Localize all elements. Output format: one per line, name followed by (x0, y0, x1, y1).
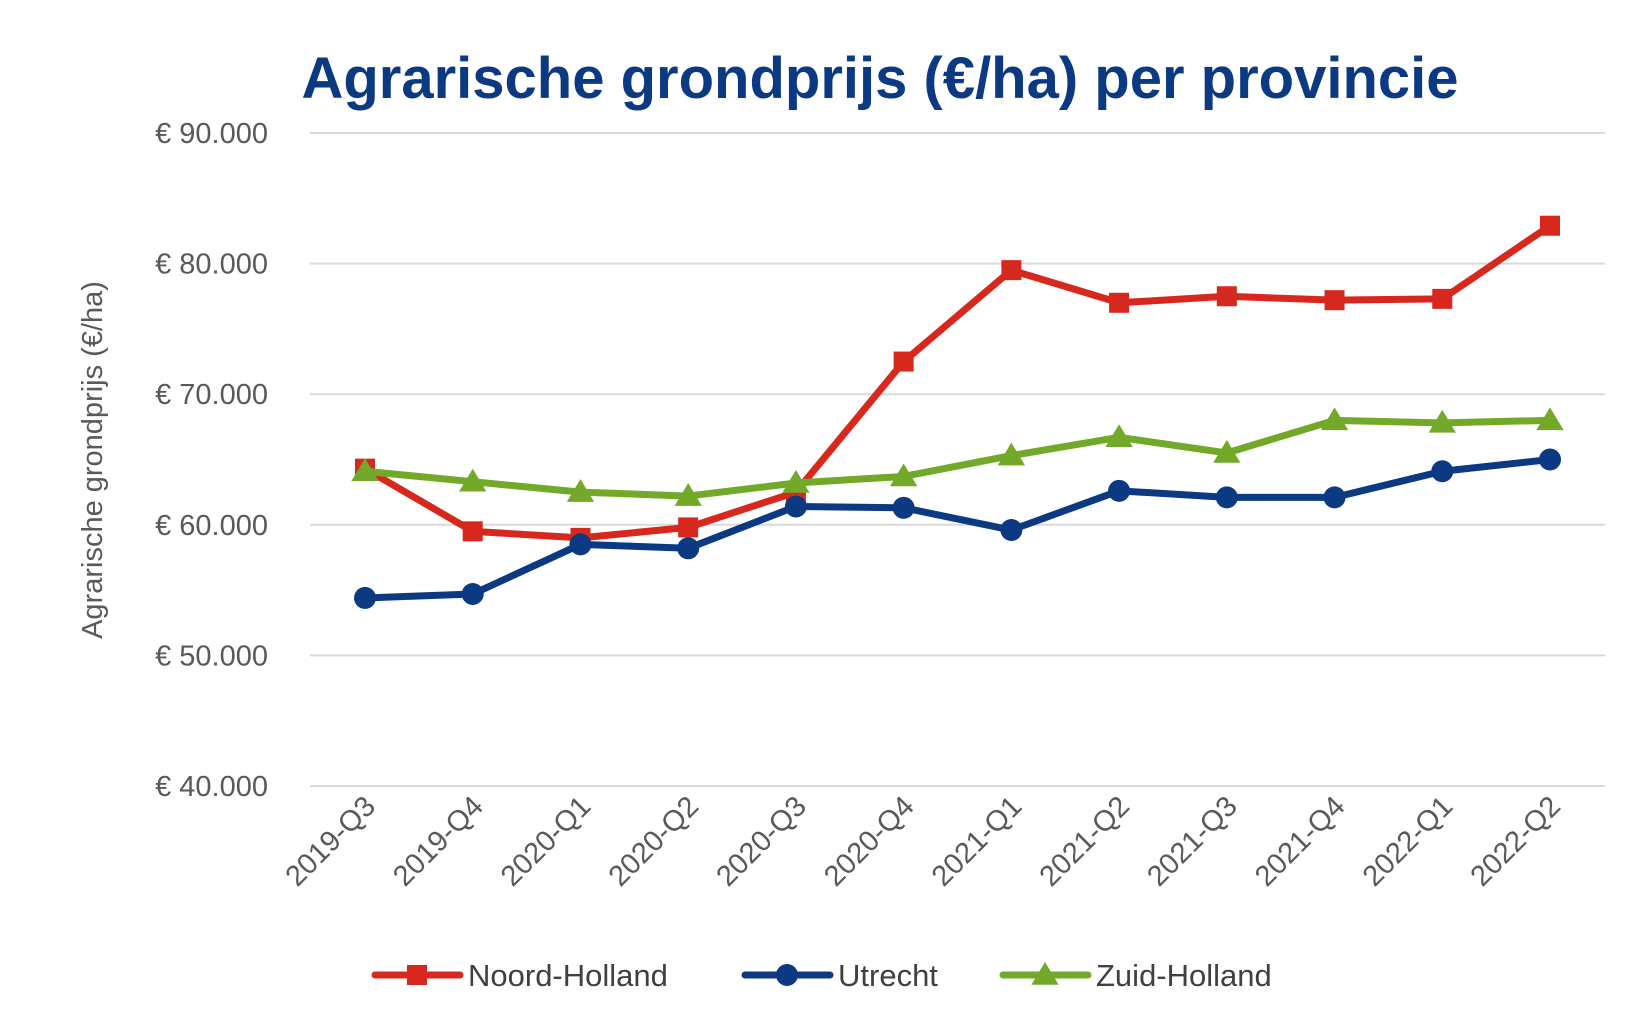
data-point-noord-holland (1432, 288, 1453, 309)
data-point-utrecht (569, 533, 592, 556)
data-point-noord-holland (1540, 215, 1560, 236)
gridlines (310, 132, 1605, 787)
y-tick-label: € 40.000 (155, 771, 268, 803)
data-point-noord-holland (1109, 292, 1130, 313)
x-tick-label: 2021-Q4 (1249, 790, 1351, 892)
x-tick-label: 2022-Q2 (1465, 790, 1567, 892)
data-point-zuid-holland (459, 468, 487, 492)
data-point-utrecht (677, 537, 700, 560)
data-point-noord-holland (678, 517, 699, 538)
data-point-utrecht (1539, 448, 1561, 471)
series-line-utrecht (361, 456, 1554, 602)
x-tick-label: 2021-Q1 (926, 790, 1028, 892)
legend-item-utrecht: Utrecht (741, 958, 938, 993)
legend-swatch-marker (1031, 962, 1059, 985)
x-tick-label: 2020-Q1 (495, 790, 597, 892)
x-tick-label: 2022-Q1 (1357, 790, 1459, 892)
legend-item-noord-holland: Noord-Holland (371, 958, 668, 993)
y-tick-label: € 80.000 (155, 249, 268, 281)
data-point-noord-holland (1001, 260, 1022, 281)
y-tick-label: € 70.000 (155, 379, 268, 411)
legend-label: Noord-Holland (468, 958, 668, 993)
data-point-zuid-holland (1213, 439, 1241, 463)
data-point-utrecht (784, 495, 807, 518)
series-utrecht (354, 448, 1561, 609)
data-point-zuid-holland (997, 442, 1026, 466)
data-point-noord-holland (462, 521, 483, 542)
data-point-zuid-holland (889, 463, 918, 487)
legend-swatch-marker (407, 965, 427, 985)
x-tick-label: 2021-Q2 (1034, 790, 1136, 892)
data-point-zuid-holland (1105, 424, 1133, 448)
data-point-utrecht (1323, 486, 1346, 509)
data-point-utrecht (354, 586, 376, 609)
chart-title: Agrarische grondprijs (€/ha) per provinc… (301, 46, 1458, 111)
series-noord-holland (355, 215, 1560, 548)
data-point-zuid-holland (351, 458, 379, 482)
x-tick-label: 2019-Q3 (280, 790, 382, 892)
data-point-utrecht (1000, 519, 1023, 542)
data-point-utrecht (1108, 479, 1131, 502)
data-point-noord-holland (1324, 290, 1345, 311)
legend-item-zuid-holland: Zuid-Holland (999, 958, 1272, 993)
y-tick-label: € 50.000 (155, 640, 268, 672)
series-line-noord-holland (361, 222, 1554, 542)
y-tick-label: € 60.000 (155, 510, 268, 542)
x-tick-label: 2020-Q4 (818, 790, 920, 892)
data-point-zuid-holland (1536, 407, 1564, 431)
data-point-utrecht (1215, 486, 1238, 509)
series-zuid-holland (351, 407, 1564, 506)
x-tick-label: 2020-Q2 (603, 790, 705, 892)
y-axis-label: Agrarische grondprijs (€/ha) (77, 281, 109, 639)
data-point-zuid-holland (674, 483, 702, 506)
legend-label: Zuid-Holland (1096, 958, 1272, 993)
x-axis-ticks: 2019-Q3 2019-Q4 2020-Q1 2020-Q2 2020-Q3 2020-… (280, 790, 1567, 892)
data-point-zuid-holland (1320, 407, 1349, 431)
x-tick-label: 2019-Q4 (387, 790, 489, 892)
legend: Noord-Holland Utrecht Zuid-Holland (371, 958, 1272, 993)
legend-label: Utrecht (838, 958, 938, 993)
data-point-utrecht (892, 496, 915, 519)
data-point-zuid-holland (566, 479, 595, 502)
x-tick-label: 2020-Q3 (710, 790, 812, 892)
legend-swatch-marker (776, 964, 798, 986)
series-line-zuid-holland (361, 416, 1554, 500)
y-tick-label: € 90.000 (155, 118, 268, 150)
data-point-zuid-holland (782, 470, 810, 493)
y-axis-ticks: € 40.000 € 50.000 € 60.000 € 70.000 € 80.000… (155, 118, 268, 803)
x-tick-label: 2021-Q3 (1141, 790, 1243, 892)
series-lines (351, 215, 1564, 609)
data-point-noord-holland (1216, 286, 1237, 307)
data-point-utrecht (461, 583, 484, 606)
data-point-noord-holland (893, 351, 914, 372)
data-point-zuid-holland (1428, 409, 1456, 433)
data-point-utrecht (1431, 460, 1454, 483)
